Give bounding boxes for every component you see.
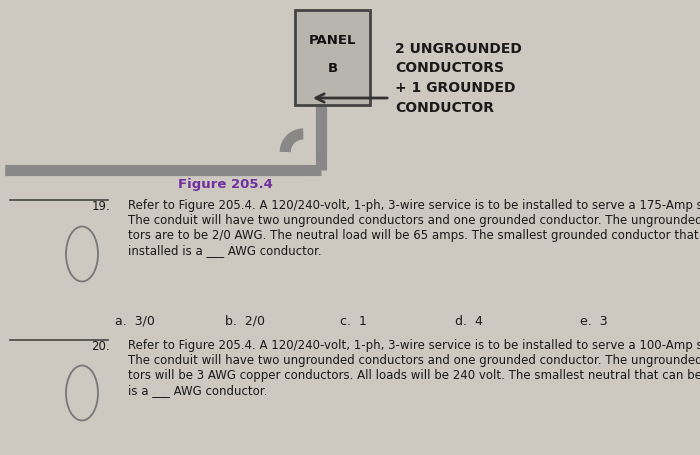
- Text: e.  3: e. 3: [580, 315, 608, 328]
- Text: Refer to Figure 205.4. A 120/240-volt, 1-ph, 3-wire service is to be installed t: Refer to Figure 205.4. A 120/240-volt, 1…: [128, 339, 700, 352]
- Text: 2 UNGROUNDED
CONDUCTORS
+ 1 GROUNDED
CONDUCTOR: 2 UNGROUNDED CONDUCTORS + 1 GROUNDED CON…: [395, 42, 522, 115]
- Text: The conduit will have two ungrounded conductors and one grounded conductor. The : The conduit will have two ungrounded con…: [128, 354, 700, 367]
- Text: 20.: 20.: [92, 340, 110, 353]
- Text: 19.: 19.: [91, 200, 110, 213]
- Text: c.  1: c. 1: [340, 315, 367, 328]
- Text: d.  4: d. 4: [455, 315, 483, 328]
- Text: is a ___ AWG conductor.: is a ___ AWG conductor.: [128, 384, 267, 397]
- Text: PANEL: PANEL: [309, 34, 356, 47]
- Text: tors are to be 2/0 AWG. The neutral load will be 65 amps. The smallest grounded : tors are to be 2/0 AWG. The neutral load…: [128, 229, 700, 242]
- Bar: [295, 10, 370, 105]
- Text: B: B: [328, 62, 337, 76]
- Text: b.  2/0: b. 2/0: [225, 315, 265, 328]
- Text: The conduit will have two ungrounded conductors and one grounded conductor. The : The conduit will have two ungrounded con…: [128, 214, 700, 227]
- Text: Figure 205.4: Figure 205.4: [178, 178, 273, 191]
- Text: installed is a ___ AWG conductor.: installed is a ___ AWG conductor.: [128, 244, 321, 257]
- Text: a.  3/0: a. 3/0: [115, 315, 155, 328]
- Text: tors will be 3 AWG copper conductors. All loads will be 240 volt. The smallest n: tors will be 3 AWG copper conductors. Al…: [128, 369, 700, 382]
- Text: Refer to Figure 205.4. A 120/240-volt, 1-ph, 3-wire service is to be installed t: Refer to Figure 205.4. A 120/240-volt, 1…: [128, 199, 700, 212]
